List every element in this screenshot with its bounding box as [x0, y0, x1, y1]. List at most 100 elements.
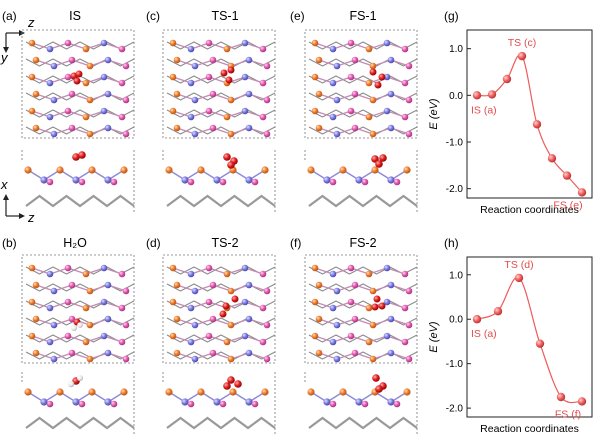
oxygen-atom [219, 310, 227, 318]
y-tick-label: 0.0 [449, 91, 463, 102]
axis-label-x-bottom: x [0, 177, 8, 192]
atom [401, 270, 409, 278]
atom [365, 338, 373, 346]
atom [88, 388, 96, 396]
atom [371, 166, 379, 174]
atom [32, 349, 40, 357]
energy-point [535, 339, 545, 348]
atom [50, 62, 58, 70]
substrate-row [166, 92, 276, 101]
atom [245, 315, 253, 323]
energy-point [577, 397, 587, 406]
atom [169, 298, 177, 306]
atom [241, 107, 249, 115]
atom [227, 355, 235, 363]
atom [311, 332, 319, 340]
substrate-row [166, 58, 276, 67]
y-axis-label: E (eV) [428, 321, 440, 353]
atom [46, 338, 54, 346]
oxygen-atom [379, 154, 387, 162]
atom [104, 315, 112, 323]
atom [50, 130, 58, 138]
panel-tag-f: (f) [290, 236, 301, 250]
atom [259, 270, 267, 278]
energy-point [472, 315, 482, 324]
atom [383, 264, 391, 272]
atom [187, 79, 195, 87]
oxygen-atom [225, 76, 233, 84]
atom [401, 79, 409, 87]
top-view-frame [304, 254, 418, 364]
atom [351, 56, 359, 64]
structure-panel [21, 254, 135, 434]
atom [405, 287, 413, 295]
energy-point [493, 307, 503, 316]
atom [86, 96, 94, 104]
atom [263, 355, 271, 363]
atom [173, 56, 181, 64]
atom [28, 264, 36, 272]
substrate-row [308, 351, 418, 360]
atom [86, 62, 94, 70]
atom [209, 315, 217, 323]
atom [333, 130, 341, 138]
energy-annotation: FS (f) [555, 408, 581, 420]
panel-title-h2o: H₂O [63, 236, 87, 250]
atom [329, 178, 337, 186]
atom [68, 124, 76, 132]
atom [339, 388, 347, 396]
atom [209, 281, 217, 289]
atom [259, 45, 267, 53]
substrate-row [25, 351, 135, 360]
atom [122, 321, 130, 329]
atom [223, 113, 231, 121]
top-view-frame [304, 29, 418, 139]
atom [227, 287, 235, 295]
atom [311, 298, 319, 306]
atom [315, 90, 323, 98]
energy-annotation: FS (e) [553, 199, 582, 211]
oxygen-atom [374, 81, 382, 89]
hydrogen-atom [77, 322, 83, 328]
atom [351, 90, 359, 98]
atom [387, 281, 395, 289]
top-view-frame [21, 254, 135, 364]
substrate-zigzag [308, 194, 418, 208]
atom [104, 124, 112, 132]
atom [339, 166, 347, 174]
atom [187, 45, 195, 53]
atom [311, 39, 319, 47]
atom [187, 304, 195, 312]
energy-annotation: TS (c) [508, 37, 537, 49]
atom [191, 287, 199, 295]
atom [205, 332, 213, 340]
oxygen-atom [223, 153, 231, 161]
y-tick-label: -2.0 [446, 404, 464, 415]
atom [361, 178, 369, 186]
atom [209, 349, 217, 357]
atom [259, 338, 267, 346]
atom [100, 264, 108, 272]
substrate-zigzag [166, 416, 276, 430]
atom [227, 130, 235, 138]
atom [40, 398, 48, 406]
atom [383, 332, 391, 340]
atom [118, 270, 126, 278]
atom [333, 355, 341, 363]
atom [46, 400, 54, 408]
atom [405, 130, 413, 138]
atom [82, 304, 90, 312]
atom [86, 355, 94, 363]
atom [197, 166, 205, 174]
substrate-zigzag [308, 416, 418, 430]
oxygen-atom [378, 302, 386, 310]
top-view-frame [21, 29, 135, 139]
hydrogen-atom [67, 380, 75, 388]
atom [28, 298, 36, 306]
oxygen-atom [369, 68, 377, 76]
atom [219, 400, 227, 408]
y-axis-label: E (eV) [428, 98, 440, 130]
atom [191, 96, 199, 104]
atom [187, 178, 195, 186]
panel-tag-d: (d) [146, 236, 161, 250]
